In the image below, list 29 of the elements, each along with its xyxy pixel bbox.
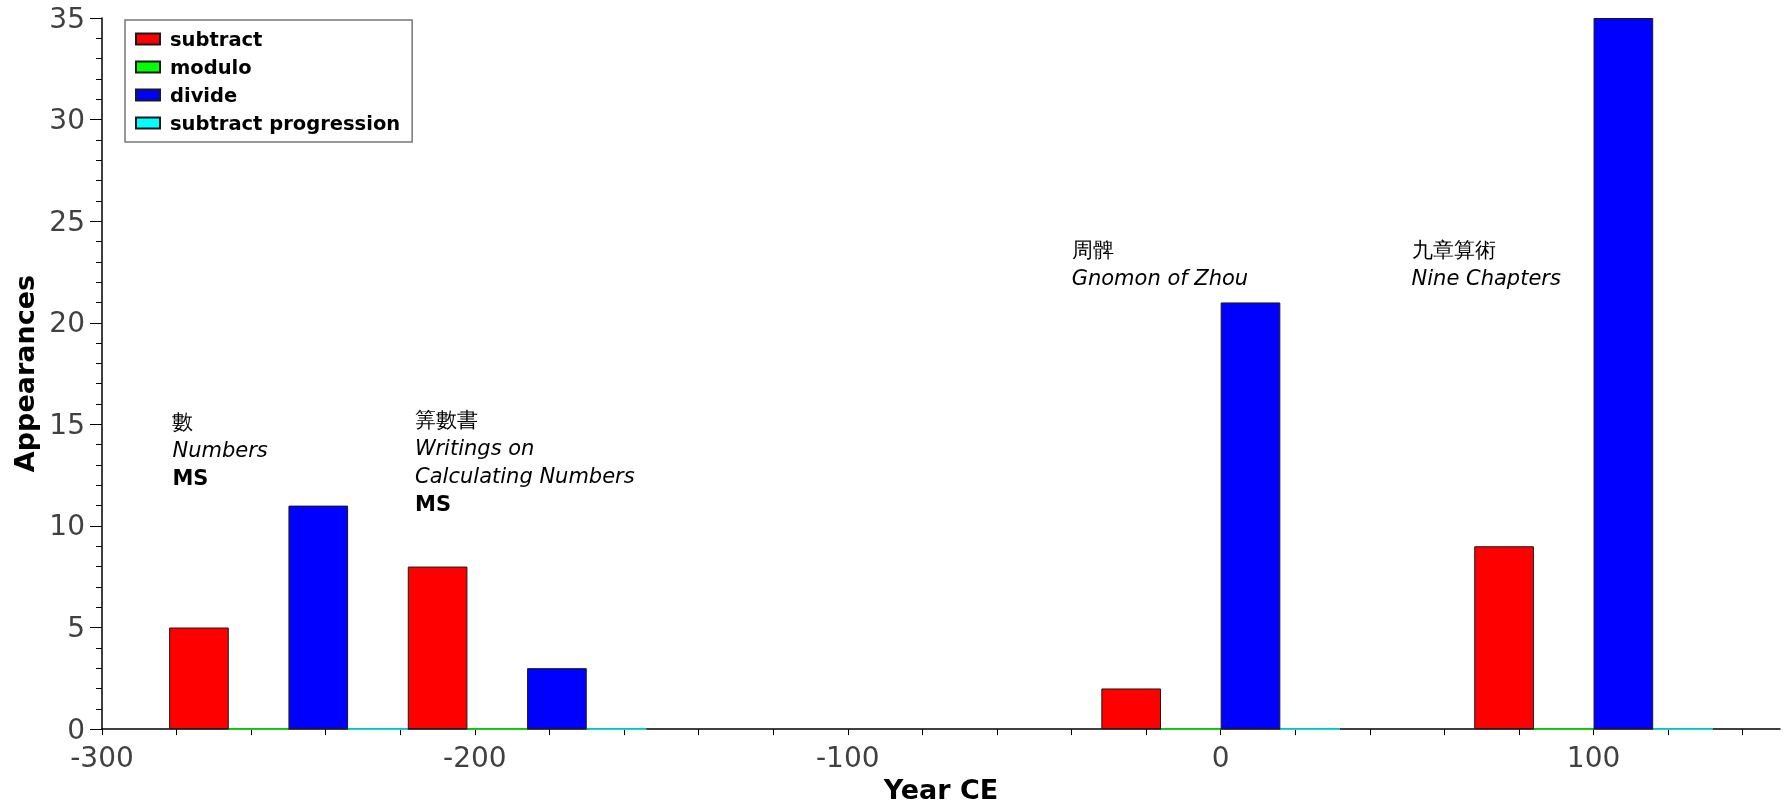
y-tick-label: 20 bbox=[49, 306, 85, 340]
y-tick-label: 10 bbox=[49, 509, 85, 543]
legend-label: divide bbox=[170, 83, 238, 107]
y-axis-title: Appearances bbox=[9, 274, 40, 473]
y-tick-label: 35 bbox=[49, 1, 85, 35]
bar bbox=[1220, 302, 1281, 730]
bar bbox=[527, 668, 587, 730]
annotation: 九章算術 Nine Chapters bbox=[1411, 237, 1561, 292]
legend-label: subtract bbox=[170, 27, 263, 51]
x-tick-label: 0 bbox=[1211, 740, 1230, 774]
bar bbox=[1474, 546, 1534, 730]
bar bbox=[407, 566, 468, 730]
annotation: 周髀 Gnomon of Zhou bbox=[1071, 237, 1249, 292]
legend-label: subtract progression bbox=[170, 111, 401, 135]
y-tick-label: 30 bbox=[49, 103, 85, 137]
y-tick-label: 15 bbox=[49, 407, 85, 441]
legend-label: modulo bbox=[170, 55, 252, 79]
bar bbox=[169, 627, 229, 730]
y-tick-label: 25 bbox=[49, 204, 85, 238]
x-tick-label: 100 bbox=[1566, 740, 1621, 774]
y-tick-label: 5 bbox=[67, 611, 85, 645]
annotation: 數 Numbers MS bbox=[172, 409, 268, 492]
x-axis-title: Year CE bbox=[882, 774, 999, 805]
bar bbox=[1101, 688, 1161, 730]
bar bbox=[288, 505, 349, 730]
x-tick-label: -200 bbox=[443, 740, 507, 774]
x-tick-label: -100 bbox=[816, 740, 880, 774]
annotation: 筭數書 Writings on Calculating Numbers MS bbox=[415, 407, 636, 518]
bar bbox=[1593, 18, 1654, 730]
